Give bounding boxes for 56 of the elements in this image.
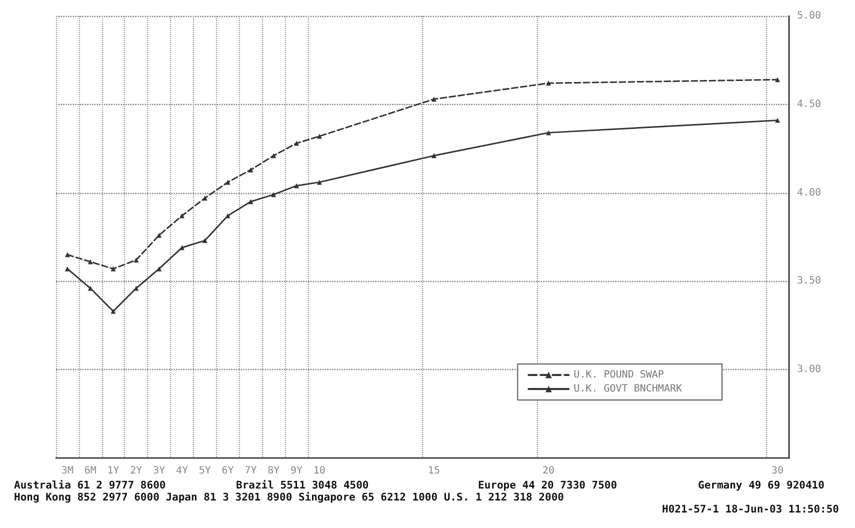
point — [202, 196, 208, 201]
point — [134, 286, 139, 291]
point — [134, 257, 139, 262]
x-tick-label: 2Y — [130, 466, 142, 476]
point — [316, 180, 322, 185]
legend-label: U.K. GOVT BNCHMARK — [574, 384, 682, 394]
point — [64, 252, 70, 258]
text: H021-57-1 18-Jun-03 11:50:50 — [662, 504, 840, 516]
text: Germany 49 69 920410 — [698, 480, 824, 492]
text: Europe 44 20 7330 7500 — [478, 480, 618, 492]
legend-label: U.K. POUND SWAP — [574, 370, 664, 380]
text: Brazil 5511 3048 4500 — [236, 480, 369, 492]
x-tick-label: 15 — [428, 466, 440, 476]
point — [156, 232, 162, 238]
point — [271, 153, 276, 158]
y-tick-label: 4.50 — [797, 98, 822, 110]
y-tick-label: 3.00 — [797, 364, 822, 376]
x-tick-label: 3M — [61, 466, 74, 476]
text: Hong Kong 852 2977 6000 Japan 81 3 3201 8900 Singapore 65 6212 1000 U.S. 1 212 318 2000 — [14, 492, 564, 504]
point — [179, 213, 184, 218]
point — [294, 183, 300, 188]
point — [64, 266, 70, 272]
point — [775, 118, 780, 123]
x-tick-label: 8Y — [268, 466, 280, 476]
x-tick-label: 10 — [313, 466, 326, 476]
x-tick-label: 6M — [84, 466, 96, 476]
x-tick-label: 5Y — [198, 466, 211, 476]
point — [431, 96, 436, 102]
point — [248, 199, 254, 204]
x-tick-label: 7Y — [244, 466, 257, 476]
point — [316, 134, 322, 139]
point — [88, 259, 93, 264]
x-tick-label: 4Y — [176, 466, 188, 476]
point — [431, 153, 436, 158]
y-tick-label: 5.00 — [797, 10, 822, 22]
point — [110, 308, 116, 314]
point — [225, 180, 230, 185]
point — [110, 266, 116, 272]
y-tick-label: 3.50 — [797, 276, 822, 287]
point — [156, 266, 162, 272]
x-tick-label: 1Y — [107, 466, 120, 476]
text: Australia 61 2 9777 8600 — [14, 480, 166, 492]
point — [271, 192, 276, 198]
point — [88, 286, 93, 291]
x-tick-label: 3Y — [153, 466, 166, 476]
point — [202, 238, 208, 244]
x-tick-label: 9Y — [290, 466, 303, 476]
x-tick-label: 6Y — [222, 466, 234, 476]
point — [546, 80, 551, 86]
x-tick-label: 20 — [542, 466, 555, 476]
point — [546, 130, 551, 136]
x-tick-label: 30 — [772, 466, 784, 476]
point — [775, 77, 780, 82]
y-tick-label: 4.00 — [797, 187, 822, 198]
point — [294, 140, 300, 146]
point — [248, 167, 254, 172]
